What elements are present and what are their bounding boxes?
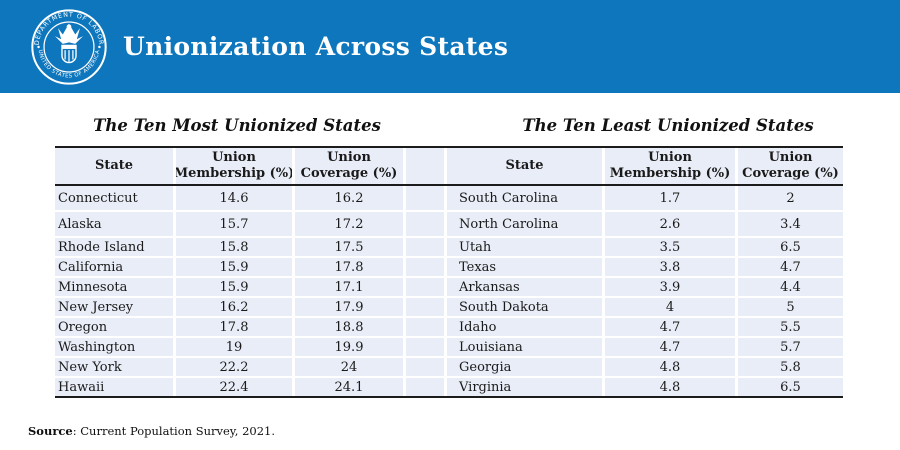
left-membership-cell-row5: 16.2 [176,298,292,316]
right-coverage-cell-row3: 4.7 [738,258,843,276]
row-spacer-row1 [406,212,444,236]
right-column-header-2: Union Coverage (%) [738,148,843,184]
source-label: Source [28,424,73,438]
header-banner: DEPARTMENT OF LABOR UNITED STATES OF AME… [0,0,900,93]
right-membership-cell-row9: 4.8 [605,378,735,396]
right-column-header-1: Union Membership (%) [605,148,735,184]
left-state-cell-row0: Connecticut [55,186,173,210]
right-state-cell-row0: South Carolina [447,186,602,210]
left-coverage-cell-row5: 17.9 [295,298,403,316]
unionization-tables: State Union Membership (%) Union Coverage (%… [55,146,843,398]
row-spacer-row5 [406,298,444,316]
left-coverage-cell-row2: 17.5 [295,238,403,256]
right-coverage-cell-row7: 5.7 [738,338,843,356]
left-coverage-cell-row9: 24.1 [295,378,403,396]
left-membership-cell-row4: 15.9 [176,278,292,296]
right-state-cell-row4: Arkansas [447,278,602,296]
left-coverage-cell-row6: 18.8 [295,318,403,336]
right-membership-cell-row4: 3.9 [605,278,735,296]
left-state-cell-row5: New Jersey [55,298,173,316]
right-membership-cell-row3: 3.8 [605,258,735,276]
left-state-cell-row3: California [55,258,173,276]
left-membership-cell-row2: 15.8 [176,238,292,256]
left-coverage-cell-row4: 17.1 [295,278,403,296]
right-membership-cell-row0: 1.7 [605,186,735,210]
left-coverage-cell-row7: 19.9 [295,338,403,356]
right-coverage-cell-row2: 6.5 [738,238,843,256]
row-spacer-row3 [406,258,444,276]
left-coverage-cell-row3: 17.8 [295,258,403,276]
left-coverage-cell-row0: 16.2 [295,186,403,210]
left-table-title: The Ten Most Unionized States [93,116,381,135]
right-coverage-cell-row9: 6.5 [738,378,843,396]
left-state-cell-row6: Oregon [55,318,173,336]
page-title: Unionization Across States [123,32,509,61]
right-coverage-cell-row8: 5.8 [738,358,843,376]
left-membership-cell-row3: 15.9 [176,258,292,276]
left-state-cell-row4: Minnesota [55,278,173,296]
right-table-title: The Ten Least Unionized States [522,116,814,135]
right-state-cell-row3: Texas [447,258,602,276]
right-state-cell-row2: Utah [447,238,602,256]
row-spacer-row2 [406,238,444,256]
right-membership-cell-row7: 4.7 [605,338,735,356]
left-state-cell-row9: Hawaii [55,378,173,396]
right-coverage-cell-row1: 3.4 [738,212,843,236]
right-state-cell-row9: Virginia [447,378,602,396]
left-state-cell-row7: Washington [55,338,173,356]
right-membership-cell-row2: 3.5 [605,238,735,256]
right-column-header-0: State [447,148,602,184]
right-membership-cell-row1: 2.6 [605,212,735,236]
department-of-labor-seal-icon: DEPARTMENT OF LABOR UNITED STATES OF AME… [31,8,107,85]
header-spacer [406,148,444,184]
left-state-cell-row8: New York [55,358,173,376]
left-membership-cell-row8: 22.2 [176,358,292,376]
row-spacer-row6 [406,318,444,336]
right-state-cell-row5: South Dakota [447,298,602,316]
right-membership-cell-row5: 4 [605,298,735,316]
right-state-cell-row1: North Carolina [447,212,602,236]
right-coverage-cell-row6: 5.5 [738,318,843,336]
right-membership-cell-row6: 4.7 [605,318,735,336]
right-state-cell-row8: Georgia [447,358,602,376]
row-spacer-row9 [406,378,444,396]
left-column-header-1: Union Membership (%) [176,148,292,184]
row-spacer-row8 [406,358,444,376]
left-coverage-cell-row1: 17.2 [295,212,403,236]
table-body: Connecticut 14.6 16.2 South Carolina 1.7 2 Ala… [55,186,843,398]
left-membership-cell-row6: 17.8 [176,318,292,336]
left-membership-cell-row9: 22.4 [176,378,292,396]
row-spacer-row0 [406,186,444,210]
right-membership-cell-row8: 4.8 [605,358,735,376]
left-membership-cell-row0: 14.6 [176,186,292,210]
row-spacer-row4 [406,278,444,296]
source-note: Source: Current Population Survey, 2021. [28,424,275,438]
source-text: : Current Population Survey, 2021. [72,424,276,438]
left-column-header-0: State [55,148,173,184]
left-state-cell-row1: Alaska [55,212,173,236]
left-state-cell-row2: Rhode Island [55,238,173,256]
table-header-row: State Union Membership (%) Union Coverage (%… [55,146,843,186]
left-coverage-cell-row8: 24 [295,358,403,376]
row-spacer-row7 [406,338,444,356]
left-membership-cell-row1: 15.7 [176,212,292,236]
right-state-cell-row7: Louisiana [447,338,602,356]
right-coverage-cell-row4: 4.4 [738,278,843,296]
right-coverage-cell-row0: 2 [738,186,843,210]
left-column-header-2: Union Coverage (%) [295,148,403,184]
left-membership-cell-row7: 19 [176,338,292,356]
right-state-cell-row6: Idaho [447,318,602,336]
right-coverage-cell-row5: 5 [738,298,843,316]
